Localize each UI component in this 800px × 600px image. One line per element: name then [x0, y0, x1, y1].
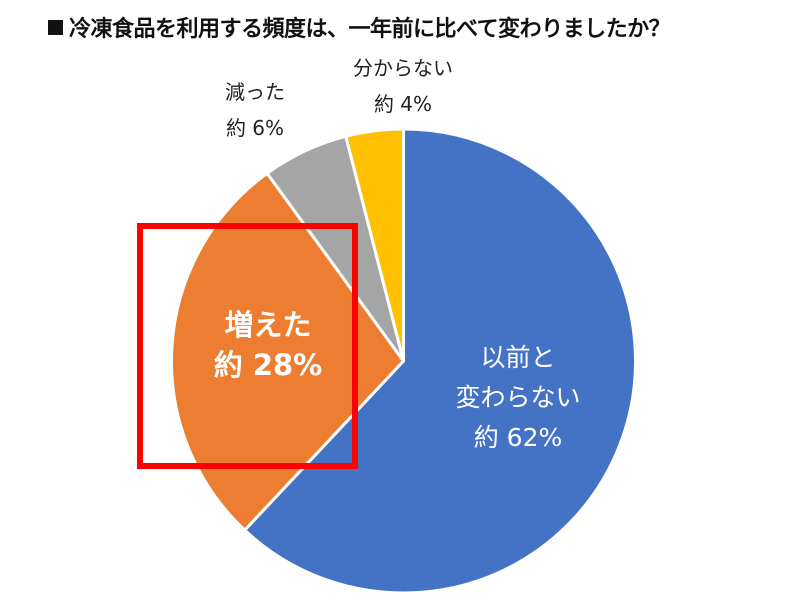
highlight-box — [137, 223, 358, 469]
label-unknown-value: 約 4% — [373, 92, 433, 116]
label-decreased-value: 約 6% — [225, 116, 285, 140]
label-unchanged-line2: 変わらない — [455, 383, 581, 412]
square-bullet-icon — [48, 20, 63, 35]
label-increased: 増えた 約 28% — [188, 305, 348, 385]
label-unknown-name: 分からない — [353, 56, 453, 80]
label-unchanged-line1: 以前と — [480, 343, 556, 372]
label-decreased-name: 減った — [225, 80, 285, 104]
chart-title-text: 冷凍食品を利用する頻度は、一年前に比べて変わりましたか？ — [69, 17, 671, 42]
pie-slice-0 — [243, 127, 638, 595]
label-increased-name: 増えた — [224, 308, 312, 342]
label-unchanged-value: 約 62% — [473, 423, 563, 452]
chart-title: 冷凍食品を利用する頻度は、一年前に比べて変わりましたか？ — [48, 12, 768, 48]
label-decreased: 減った 約 6% — [205, 74, 305, 146]
label-unchanged: 以前と 変わらない 約 62% — [433, 338, 603, 458]
pie-slice-1 — [170, 171, 405, 532]
pie-slices — [170, 127, 638, 595]
label-unknown: 分からない 約 4% — [343, 50, 463, 122]
label-increased-value: 約 28% — [213, 348, 323, 382]
pie-slice-3 — [344, 127, 405, 363]
